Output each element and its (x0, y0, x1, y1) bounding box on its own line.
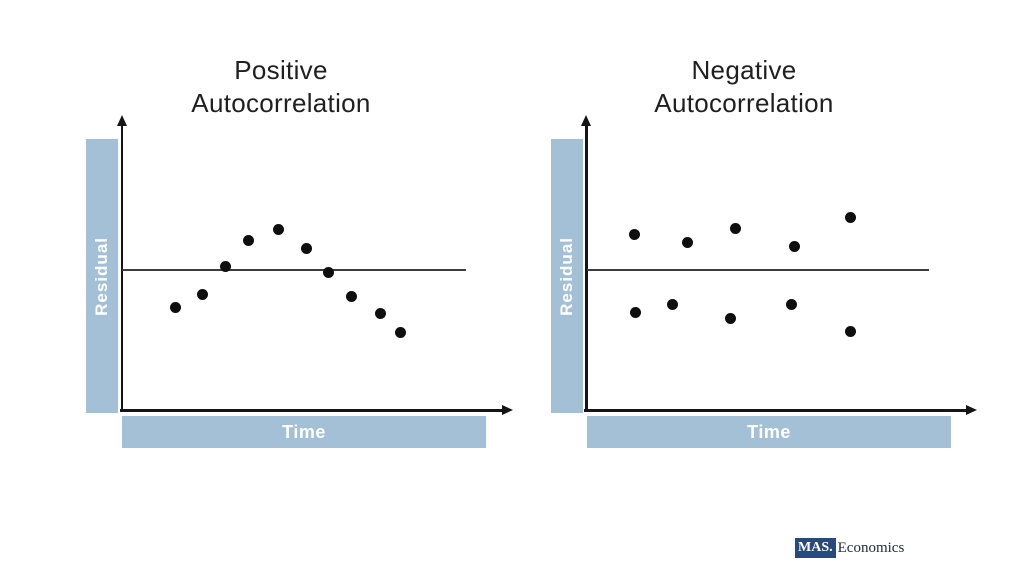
zero-residual-line (122, 268, 466, 272)
x-axis-line (584, 409, 968, 412)
data-point (844, 325, 856, 337)
time-axis-label: Time (747, 421, 791, 442)
data-point (788, 240, 800, 252)
zero-residual-line (587, 268, 929, 272)
time-axis-bar: Time (122, 416, 486, 448)
chart-title-line2: Autocorrelation (191, 88, 371, 118)
mas-economics-logo: MAS. Economics (795, 538, 904, 558)
data-point (681, 236, 693, 248)
chart-title-line2: Autocorrelation (654, 88, 834, 118)
residual-axis-bar: Residual (86, 139, 118, 413)
y-axis-line (120, 126, 123, 411)
chart-title-line1: Positive (234, 55, 328, 85)
data-point (724, 312, 736, 324)
y-axis-line (585, 126, 588, 411)
y-axis-arrow-icon (116, 115, 127, 126)
chart-title-line1: Negative (691, 55, 797, 85)
data-point (628, 228, 640, 240)
data-point (666, 298, 678, 310)
residual-axis-bar: Residual (551, 139, 583, 413)
chart-title-negative: Negative Autocorrelation (579, 54, 909, 120)
data-point (844, 211, 856, 223)
data-point (729, 222, 741, 234)
time-axis-bar: Time (587, 416, 951, 448)
x-axis-arrow-icon (966, 405, 977, 415)
residual-axis-label: Residual (557, 236, 576, 316)
logo-name: Economics (837, 539, 905, 556)
x-axis-line (120, 409, 504, 412)
chart-title-positive: Positive Autocorrelation (116, 54, 446, 120)
data-point (629, 306, 641, 318)
logo-badge: MAS. (795, 538, 836, 558)
x-axis-arrow-icon (502, 405, 513, 415)
data-point (785, 298, 797, 310)
time-axis-label: Time (282, 421, 326, 442)
y-axis-arrow-icon (581, 115, 591, 126)
